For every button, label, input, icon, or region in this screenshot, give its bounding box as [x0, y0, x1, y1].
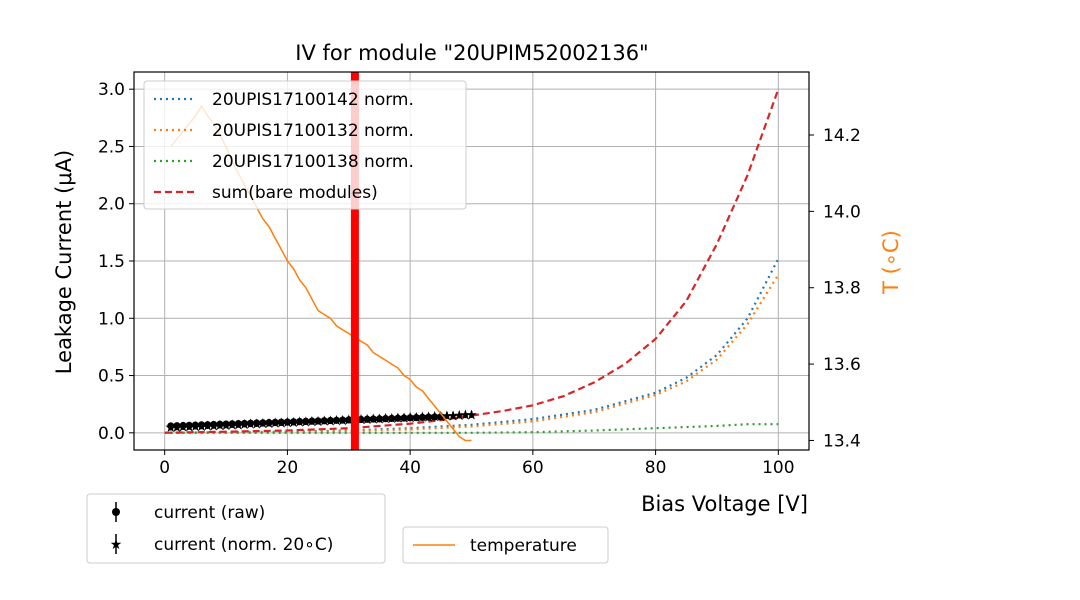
legend-current-box [86, 493, 386, 564]
y-tick-label: 0.0 [98, 424, 125, 444]
legend-main-box [143, 80, 467, 210]
current-raw-point [234, 420, 242, 428]
series-line [164, 88, 780, 434]
legend-main-label: sum(bare modules) [212, 183, 378, 203]
axes-layer: 0 20 40 60 80 100 0.0 0.5 1.0 1.5 2.0 2.5 3.0 13.4 13.… [98, 71, 861, 478]
current-raw-point [296, 417, 304, 426]
current-raw-point [424, 413, 433, 421]
legend-current-label: current (norm. 20∘C) [154, 535, 333, 555]
x-tick-label: 80 [645, 458, 667, 478]
legends: 20UPIS17100142 norm. 20UPIS17100132 norm.… [86, 80, 609, 564]
current-norm-point: ★ [441, 409, 454, 425]
legend-current-label: current (raw) [154, 503, 265, 523]
y-tick-label: 3.0 [98, 80, 125, 100]
current-raw-point [357, 415, 365, 424]
current-raw-point [289, 418, 298, 426]
current-raw-point [210, 420, 218, 429]
y2-tick-label: 13.4 [823, 431, 861, 451]
current-raw-point [197, 421, 206, 429]
current-raw-point [381, 415, 390, 423]
current-raw-point [369, 415, 377, 423]
current-raw-point [216, 420, 224, 428]
y2-tick-label: 14.0 [823, 202, 861, 222]
current-raw-point [431, 413, 439, 421]
y2-axis-label: T (∘C) [879, 230, 903, 295]
current-raw-point [222, 420, 230, 428]
y2-tick-label: 13.8 [823, 279, 861, 299]
current-raw-point [375, 415, 384, 423]
legend-main-label: 20UPIS17100142 norm. [212, 90, 414, 110]
current-raw-point [320, 417, 328, 425]
current-raw-point [394, 414, 402, 422]
current-raw-point [418, 413, 427, 422]
y-tick-label: 0.5 [98, 367, 125, 387]
x-axis-label: Bias Voltage [V] [641, 492, 808, 516]
current-raw-point [302, 417, 310, 425]
current-norm-point: ★ [447, 408, 460, 424]
x-tick-label: 100 [762, 458, 794, 478]
y-tick-label: 2.0 [98, 195, 125, 215]
legend-current-marker: ★ [110, 537, 123, 553]
current-raw-point [167, 422, 175, 430]
current-raw-point [332, 416, 341, 424]
current-raw-point [204, 421, 212, 429]
current-raw-point [363, 415, 371, 423]
x-tick-label: 40 [399, 458, 421, 478]
series-line [164, 274, 780, 434]
chart-title: IV for module "20UPIM52002136" [295, 41, 648, 65]
current-raw-point [240, 419, 249, 428]
legend-temp-box [402, 526, 609, 564]
legend-main-label: 20UPIS17100132 norm. [212, 121, 414, 141]
current-raw-point [339, 416, 347, 424]
current-raw-point [265, 419, 273, 427]
current-raw-point [179, 421, 187, 430]
y2-tick-label: 13.6 [823, 355, 861, 375]
current-norm-point: ★ [459, 408, 472, 424]
x-tick-label: 0 [159, 458, 170, 478]
x-tick-label: 20 [277, 458, 299, 478]
current-raw-point [253, 419, 261, 427]
legend-main-label: 20UPIS17100138 norm. [212, 152, 414, 172]
current-norm-point: ★ [465, 407, 478, 423]
current-norm-point: ★ [453, 408, 466, 424]
current-raw-point [173, 422, 181, 430]
y2-tick-label: 14.2 [823, 126, 861, 146]
current-raw-point [271, 418, 279, 427]
current-raw-point [283, 418, 292, 426]
current-raw-point [277, 418, 285, 426]
legend-current-marker [112, 508, 120, 516]
current-raw-point [326, 416, 334, 425]
series-line [164, 423, 779, 434]
current-raw-point [191, 421, 199, 429]
current-raw-point [314, 417, 322, 425]
legend-temp-label: temperature [470, 536, 577, 556]
current-raw-point [228, 420, 236, 428]
y-tick-label: 2.5 [98, 137, 125, 157]
current-raw-point [246, 419, 255, 427]
current-raw-point [400, 414, 408, 422]
x-tick-label: 60 [522, 458, 544, 478]
current-raw-point [406, 414, 414, 422]
current-raw-point [185, 421, 193, 429]
current-raw-point [388, 414, 396, 423]
y-tick-label: 1.0 [98, 309, 125, 329]
y-tick-label: 1.5 [98, 252, 125, 272]
current-raw-point [259, 419, 267, 427]
current-raw-point [345, 416, 353, 424]
y-axis-label: Leakage Current (μA) [52, 150, 76, 374]
current-raw-point [412, 414, 420, 422]
current-raw-point [308, 417, 316, 425]
